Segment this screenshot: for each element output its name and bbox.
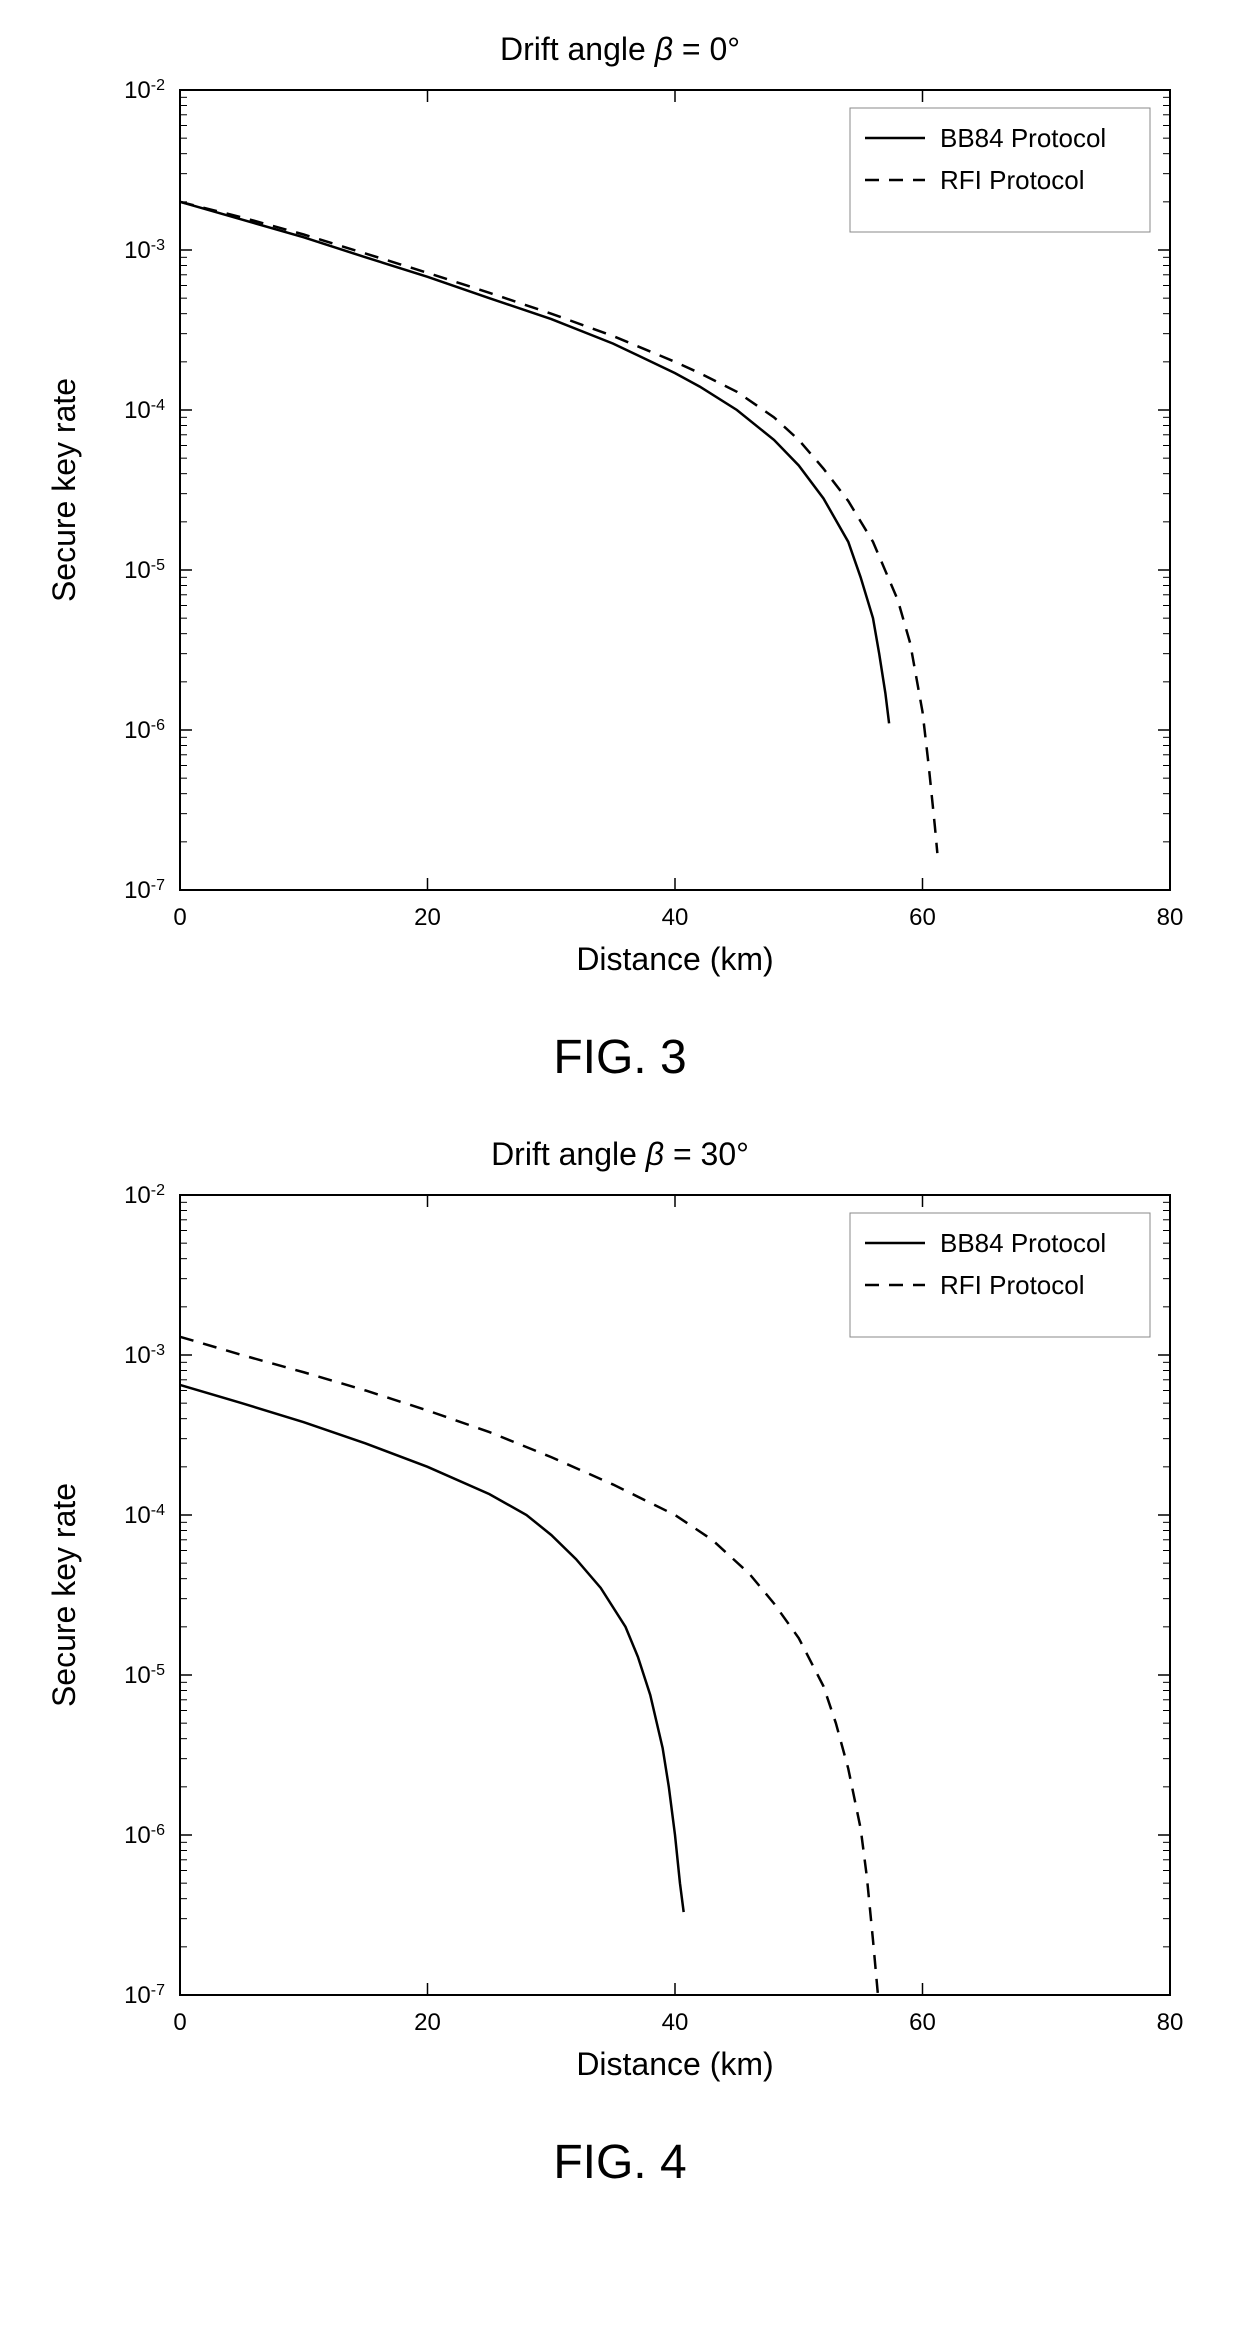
svg-text:10-2: 10-2 — [124, 77, 165, 105]
svg-text:20: 20 — [414, 904, 441, 931]
svg-text:10-6: 10-6 — [124, 1822, 165, 1850]
svg-text:RFI Protocol: RFI Protocol — [940, 1270, 1085, 1300]
svg-text:20: 20 — [414, 2009, 441, 2036]
svg-text:10-5: 10-5 — [124, 1662, 165, 1690]
svg-text:10-2: 10-2 — [124, 1182, 165, 1210]
svg-text:60: 60 — [909, 2009, 936, 2036]
svg-text:10-4: 10-4 — [124, 1502, 165, 1530]
svg-text:10-7: 10-7 — [124, 1982, 165, 2010]
svg-text:40: 40 — [662, 904, 689, 931]
chart-fig4: Drift angle β = 30° 0 20 40 60 80 10-7 10-6 10-5… — [20, 1125, 1220, 2105]
svg-text:0: 0 — [173, 2009, 186, 2036]
svg-text:Drift angle β = 0°: Drift angle β = 0° — [500, 31, 740, 67]
svg-text:0: 0 — [173, 904, 186, 931]
svg-text:10-3: 10-3 — [124, 1342, 165, 1370]
chart-svg-fig3: Drift angle β = 0° 0 20 40 60 80 10-7 10-6 10-5 1… — [30, 20, 1210, 1000]
svg-text:BB84 Protocol: BB84 Protocol — [940, 1228, 1106, 1258]
svg-text:Secure key rate: Secure key rate — [46, 1483, 82, 1707]
svg-text:Secure key rate: Secure key rate — [46, 378, 82, 602]
svg-text:10-5: 10-5 — [124, 557, 165, 585]
svg-text:BB84 Protocol: BB84 Protocol — [940, 123, 1106, 153]
svg-text:Drift angle β = 30°: Drift angle β = 30° — [491, 1136, 749, 1172]
svg-text:RFI Protocol: RFI Protocol — [940, 165, 1085, 195]
svg-text:10-3: 10-3 — [124, 237, 165, 265]
svg-text:10-6: 10-6 — [124, 717, 165, 745]
chart-fig3: Drift angle β = 0° 0 20 40 60 80 10-7 10-6 10-5 1… — [20, 20, 1220, 1000]
svg-text:60: 60 — [909, 904, 936, 931]
fig-caption-4: FIG. 4 — [20, 2135, 1220, 2190]
svg-text:40: 40 — [662, 2009, 689, 2036]
svg-text:Distance (km): Distance (km) — [576, 2046, 773, 2082]
svg-text:10-4: 10-4 — [124, 397, 165, 425]
fig-caption-3: FIG. 3 — [20, 1030, 1220, 1085]
svg-text:10-7: 10-7 — [124, 877, 165, 905]
svg-text:80: 80 — [1157, 904, 1184, 931]
svg-text:80: 80 — [1157, 2009, 1184, 2036]
svg-text:Distance (km): Distance (km) — [576, 941, 773, 977]
chart-svg-fig4: Drift angle β = 30° 0 20 40 60 80 10-7 10-6 10-5… — [30, 1125, 1210, 2105]
